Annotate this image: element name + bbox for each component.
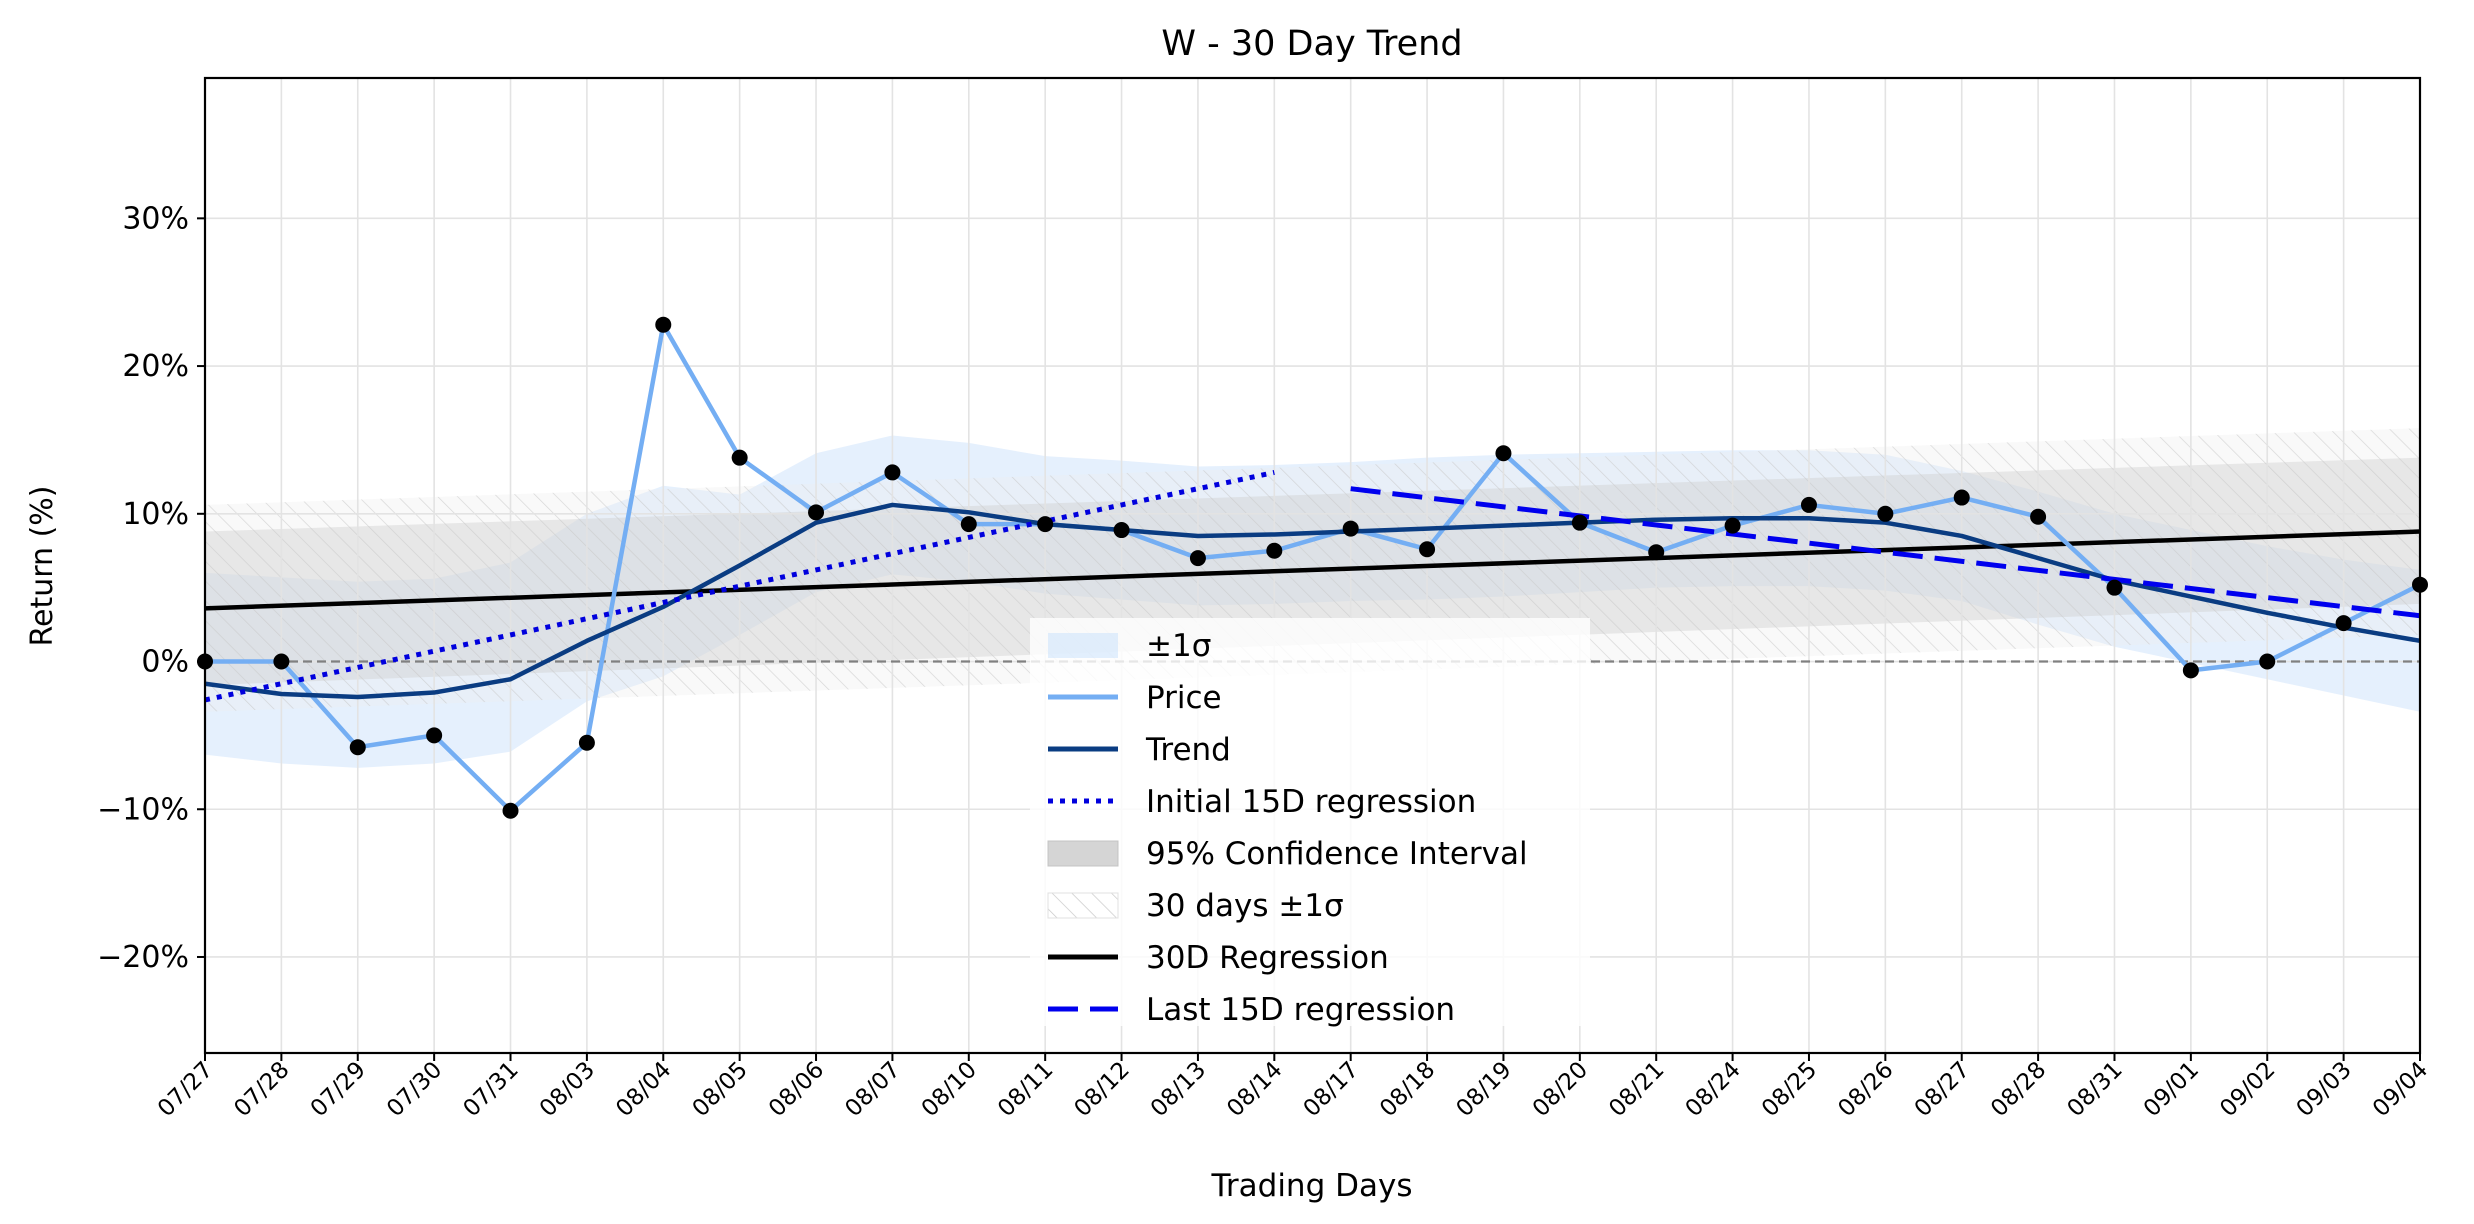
x-tick-label: 08/28	[1986, 1057, 2051, 1122]
y-tick-label: 20%	[122, 349, 189, 384]
price-marker	[1342, 520, 1359, 537]
price-marker	[502, 802, 519, 819]
price-marker	[1571, 514, 1588, 531]
price-marker	[1266, 542, 1283, 559]
y-tick-label: −10%	[97, 792, 189, 827]
price-marker	[960, 516, 977, 533]
legend-label: ±1σ	[1146, 628, 1211, 664]
price-marker	[884, 464, 901, 481]
x-tick-label: 08/26	[1833, 1057, 1898, 1122]
price-marker	[1724, 517, 1741, 534]
x-tick-label: 09/01	[2139, 1057, 2204, 1122]
x-tick-label: 08/14	[1222, 1057, 1287, 1122]
price-marker	[2259, 653, 2276, 670]
x-axis-label: Trading Days	[1211, 1168, 1413, 1204]
price-marker	[655, 316, 672, 333]
x-tick-label: 08/03	[535, 1057, 600, 1122]
legend-label: Trend	[1145, 732, 1231, 768]
legend-label: 30 days ±1σ	[1146, 888, 1344, 924]
x-tick-label: 08/05	[688, 1057, 753, 1122]
price-marker	[1037, 516, 1054, 533]
chart-title: W - 30 Day Trend	[1161, 24, 1462, 64]
x-tick-label: 09/02	[2215, 1057, 2280, 1122]
initial-15d-regression-line	[205, 469, 1275, 703]
x-tick-label: 07/30	[382, 1057, 447, 1122]
price-marker	[2335, 615, 2352, 632]
x-tick-label: 08/24	[1681, 1057, 1746, 1122]
price-marker	[1189, 550, 1206, 567]
x-tick-label: 08/13	[1146, 1057, 1211, 1122]
price-marker	[2030, 508, 2047, 525]
legend-swatch-30d-sigma	[1047, 892, 1119, 919]
y-tick-label: 10%	[122, 497, 189, 532]
x-tick-label: 07/31	[458, 1057, 523, 1122]
regression-30d-line	[205, 529, 2420, 611]
legend-label: Initial 15D regression	[1146, 784, 1476, 820]
x-tick-label: 07/27	[153, 1057, 218, 1122]
x-tick-label: 09/03	[2292, 1057, 2357, 1122]
price-marker	[349, 739, 366, 756]
x-tick-label: 08/27	[1910, 1057, 1975, 1122]
x-tick-label: 08/21	[1604, 1057, 1669, 1122]
x-tick-label: 08/17	[1299, 1057, 1364, 1122]
x-tick-label: 08/19	[1451, 1057, 1516, 1122]
legend-box	[1030, 618, 1590, 1026]
x-tick-label: 08/31	[2062, 1057, 2127, 1122]
last-15d-regression-line	[1350, 486, 2420, 619]
price-marker	[426, 727, 443, 744]
price-marker	[1953, 489, 1970, 506]
x-tick-label: 08/07	[840, 1057, 905, 1122]
price-marker	[1495, 445, 1512, 462]
x-tick-label: 08/06	[764, 1057, 829, 1122]
y-axis-label: Return (%)	[25, 485, 60, 646]
x-tick-label: 08/25	[1757, 1057, 1822, 1122]
price-marker	[273, 653, 290, 670]
price-marker	[1648, 544, 1665, 561]
price-marker	[1419, 541, 1436, 558]
price-marker	[1800, 496, 1817, 513]
price-marker	[578, 734, 595, 751]
price-marker	[2182, 662, 2199, 679]
price-marker	[1113, 522, 1130, 539]
x-tick-label: 08/18	[1375, 1057, 1440, 1122]
x-tick-label: 07/28	[229, 1057, 294, 1122]
price-marker	[1877, 505, 1894, 522]
x-tick-label: 08/10	[917, 1057, 982, 1122]
legend-label: 95% Confidence Interval	[1146, 836, 1528, 872]
x-tick-label: 08/04	[611, 1057, 676, 1122]
legend-swatch-sigma	[1048, 633, 1118, 658]
x-tick-label: 08/20	[1528, 1057, 1593, 1122]
legend-label: Last 15D regression	[1146, 992, 1455, 1028]
legend: ±1σ Price Trend Initial 15D regression 95% C…	[1030, 618, 1590, 1028]
y-tick-label: 0%	[141, 645, 189, 680]
price-marker	[808, 504, 825, 521]
legend-label: Price	[1146, 680, 1222, 716]
legend-label: 30D Regression	[1146, 940, 1389, 976]
y-tick-label: 30%	[122, 201, 189, 236]
legend-swatch-confidence	[1047, 840, 1119, 867]
x-tick-label: 08/11	[993, 1057, 1058, 1122]
x-tick-label: 07/29	[306, 1057, 371, 1122]
x-tick-label: 08/12	[1070, 1057, 1135, 1122]
plot-frame	[203, 76, 2422, 1055]
y-tick-label: −20%	[97, 940, 189, 975]
x-tick-label: 09/04	[2368, 1057, 2433, 1122]
price-marker	[731, 449, 748, 466]
price-line	[205, 322, 2420, 813]
price-marker	[2106, 579, 2123, 596]
trend-line	[205, 502, 2420, 700]
